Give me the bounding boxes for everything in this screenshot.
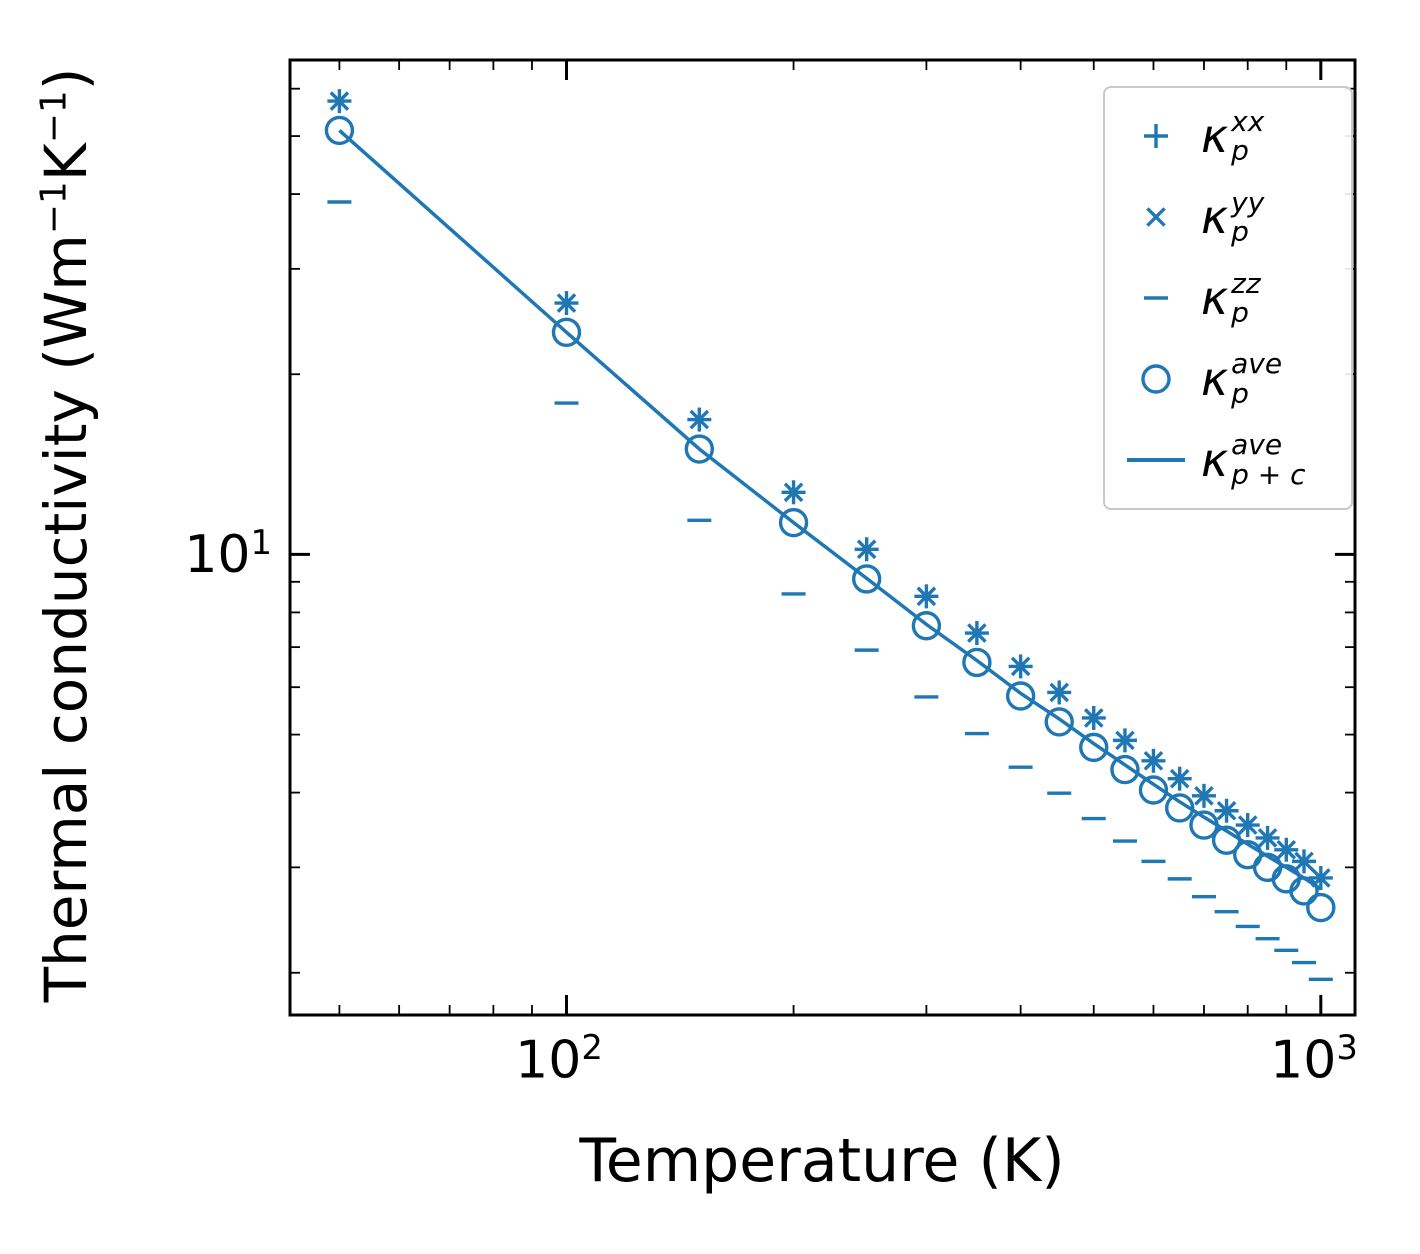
x-tick-label-1000: 103 (1270, 1028, 1358, 1091)
legend-label-kappa-p-zz: κ zz p (1201, 266, 1261, 329)
legend-entry-kappa-p-ave: κ ave p (1123, 349, 1351, 408)
legend: κ xx p κ yy p κ zz p κ ave p κ ave p + c (1103, 86, 1353, 510)
y-tick-label-10: 101 (184, 522, 272, 586)
plus-marker-icon (1144, 124, 1168, 149)
x-axis-label: Temperature (K) (579, 1126, 1064, 1196)
legend-entry-kappa-p-xx: κ xx p (1123, 107, 1351, 166)
x-tick-label-100: 102 (515, 1028, 603, 1091)
x-axis-label-text: Temperature (K) (579, 1126, 1065, 1196)
legend-entry-kappa-p-plus-c-ave: κ ave p + c (1123, 430, 1351, 489)
circle-marker-icon (1141, 364, 1171, 394)
legend-entry-kappa-p-yy: κ yy p (1123, 185, 1351, 249)
cross-marker-icon (1146, 207, 1166, 227)
dash-marker-icon (1144, 296, 1168, 300)
legend-label-kappa-p-plus-c-ave: κ ave p + c (1201, 428, 1306, 491)
line-marker-icon (1127, 457, 1185, 462)
plot-area (288, 58, 1357, 1017)
legend-label-kappa-p-ave: κ ave p (1201, 347, 1283, 410)
y-axis-label: Thermal conductivity (Wm−1K−1) (32, 67, 100, 1003)
legend-entry-kappa-p-zz: κ zz p (1123, 266, 1351, 329)
legend-label-kappa-p-xx: κ xx p (1201, 105, 1265, 168)
legend-label-kappa-p-yy: κ yy p (1201, 185, 1265, 249)
